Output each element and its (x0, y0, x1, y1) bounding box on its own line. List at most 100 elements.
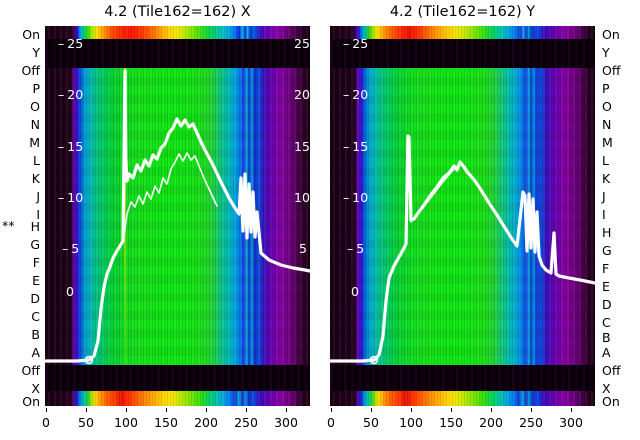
xtick-left-150: 150 (154, 415, 178, 430)
side-label-right-7: L (602, 153, 609, 168)
side-label-left-7: L (33, 153, 40, 168)
side-label-left-16: C (31, 309, 40, 324)
ytick-left-0: 0 (66, 284, 74, 299)
panel-title-right: 4.2 (Tile162=162) Y (389, 4, 536, 20)
side-label-right-8: K (602, 171, 611, 186)
xtick-mark (451, 408, 452, 412)
ytick-right-25: –25 (343, 36, 369, 51)
side-label-left-18: A (31, 345, 40, 360)
separator-band-lower-x (45, 365, 310, 391)
ytick-right-10: –10 (343, 190, 369, 205)
side-label-right-10: I (602, 207, 606, 222)
ytick-leftpanel-right-20: 20 (294, 87, 310, 102)
xtick-mark (331, 408, 332, 412)
side-label-left-9: J (36, 189, 40, 204)
side-label-right-4: O (602, 99, 612, 114)
side-label-right-5: N (602, 117, 612, 132)
zero-marker-y (369, 355, 379, 365)
heatmap-panel-y[interactable] (330, 26, 595, 406)
side-label-right-19: Off (602, 363, 621, 378)
ytick-left-10: –10 (58, 190, 84, 205)
side-label-right-17: B (602, 330, 611, 345)
ytick-right-15: –15 (343, 139, 369, 154)
xtick-right-50: 50 (363, 415, 379, 430)
xtick-right-250: 250 (519, 415, 543, 430)
side-label-left-12: G (30, 237, 40, 252)
side-label-right-1: Y (602, 45, 610, 60)
side-label-left-14: E (32, 273, 40, 288)
side-label-right-12: G (602, 243, 612, 258)
xtick-left-300: 300 (274, 415, 298, 430)
xtick-mark (371, 408, 372, 412)
panel-title-left: 4.2 (Tile162=162) X (104, 4, 251, 20)
ytick-left-25: –25 (58, 36, 84, 51)
side-label-right-21: On (602, 394, 620, 409)
xtick-mark (531, 408, 532, 412)
separator-texture (330, 39, 595, 68)
side-label-right-3: P (602, 81, 610, 96)
xtick-mark (126, 408, 127, 412)
side-label-right-9: J (602, 189, 606, 204)
side-label-left-3: P (32, 81, 40, 96)
ytick-right-20: –20 (343, 87, 369, 102)
ytick-leftpanel-right-10: 10 (294, 190, 310, 205)
side-label-left-21: On (22, 394, 40, 409)
xtick-mark (86, 408, 87, 412)
side-label-left-1: Y (32, 45, 40, 60)
side-label-right-13: F (602, 261, 610, 276)
zero-marker-x (84, 355, 94, 365)
ytick-right-0: 0 (351, 284, 359, 299)
xtick-mark (571, 408, 572, 412)
xtick-right-150: 150 (439, 415, 463, 430)
side-label-right-11: H (602, 225, 612, 240)
xtick-left-200: 200 (194, 415, 218, 430)
separator-texture (45, 365, 310, 391)
xtick-right-200: 200 (479, 415, 503, 430)
asterisk-marker: ** (2, 218, 15, 233)
ytick-leftpanel-right-15: 15 (294, 139, 310, 154)
side-label-left-6: M (29, 135, 40, 150)
ytick-left-5: –5 (62, 241, 80, 256)
side-label-left-15: D (30, 291, 40, 306)
xtick-mark (206, 408, 207, 412)
side-label-left-19: Off (21, 363, 40, 378)
xtick-mark (46, 408, 47, 412)
xtick-mark (411, 408, 412, 412)
xtick-right-100: 100 (399, 415, 423, 430)
side-label-left-10: I (36, 207, 40, 222)
xtick-mark (246, 408, 247, 412)
side-label-left-17: B (31, 327, 40, 342)
xtick-right-0: 0 (327, 415, 335, 430)
side-label-left-5: N (30, 117, 40, 132)
separator-band-upper-y (330, 39, 595, 68)
separator-band-lower-y (330, 365, 595, 391)
separator-band-upper-x (45, 39, 310, 68)
side-label-right-18: A (602, 345, 611, 360)
xtick-left-0: 0 (42, 415, 50, 430)
ytick-left-15: –15 (58, 139, 84, 154)
side-label-left-13: F (32, 255, 40, 270)
xtick-mark (286, 408, 287, 412)
xtick-left-250: 250 (234, 415, 258, 430)
side-label-right-16: C (602, 315, 611, 330)
separator-texture (45, 39, 310, 68)
side-label-left-11: H (30, 219, 40, 234)
side-label-left-4: O (30, 99, 40, 114)
ytick-leftpanel-right-25: 25 (294, 36, 310, 51)
side-label-right-15: D (602, 297, 612, 312)
ytick-right-5: –5 (347, 241, 365, 256)
heatmap-panel-x[interactable] (45, 26, 310, 406)
xtick-mark (491, 408, 492, 412)
side-label-right-2: Off (602, 63, 621, 78)
side-label-right-20: X (602, 381, 611, 396)
side-label-right-0: On (602, 27, 620, 42)
overlay-trace-y (330, 134, 595, 365)
side-label-left-2: Off (21, 63, 40, 78)
artifact-line-100 (124, 391, 126, 406)
side-label-right-6: M (602, 135, 613, 150)
xtick-right-300: 300 (559, 415, 583, 430)
xtick-mark (166, 408, 167, 412)
xtick-left-100: 100 (114, 415, 138, 430)
separator-texture (330, 365, 595, 391)
